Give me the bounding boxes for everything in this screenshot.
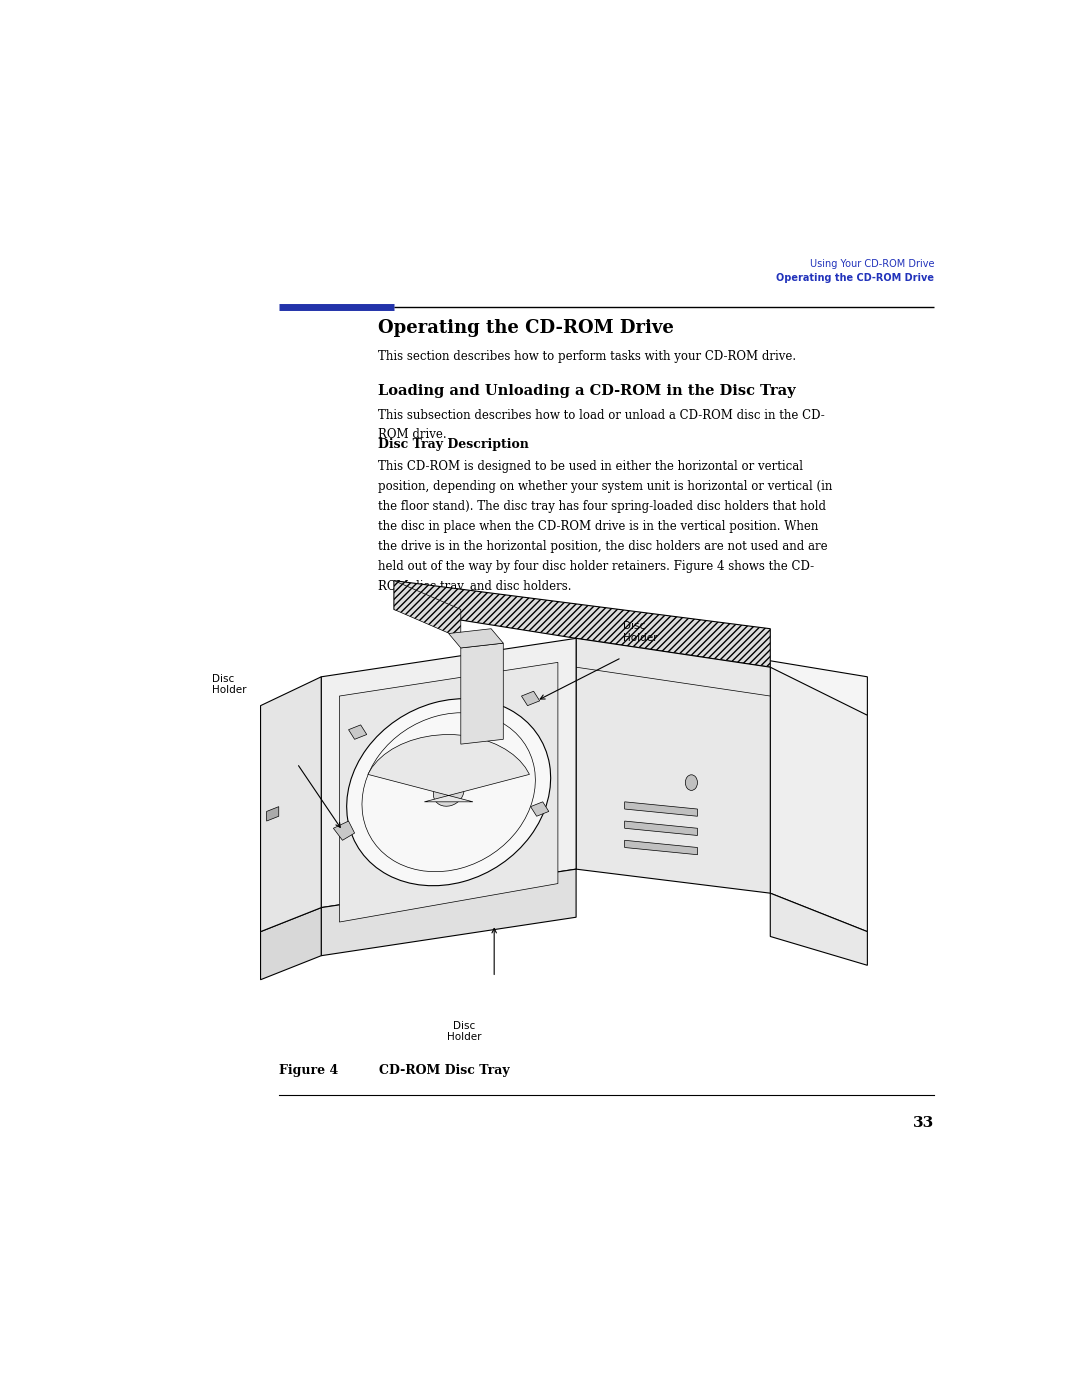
Text: Loading and Unloading a CD-ROM in the Disc Tray: Loading and Unloading a CD-ROM in the Di… (378, 384, 795, 398)
Text: the floor stand). The disc tray has four spring-loaded disc holders that hold: the floor stand). The disc tray has four… (378, 500, 826, 513)
Polygon shape (321, 869, 576, 956)
Polygon shape (530, 802, 549, 816)
Ellipse shape (433, 778, 464, 806)
Polygon shape (260, 676, 321, 932)
Polygon shape (260, 908, 321, 979)
Polygon shape (461, 643, 503, 745)
Polygon shape (368, 735, 529, 802)
Text: the disc in place when the CD-ROM drive is in the vertical position. When: the disc in place when the CD-ROM drive … (378, 520, 819, 532)
Polygon shape (394, 581, 770, 668)
Ellipse shape (347, 698, 551, 886)
Text: position, depending on whether your system unit is horizontal or vertical (in: position, depending on whether your syst… (378, 481, 832, 493)
Text: Using Your CD-ROM Drive: Using Your CD-ROM Drive (810, 258, 934, 268)
Text: Disc Tray Description: Disc Tray Description (378, 437, 528, 451)
Text: This CD-ROM is designed to be used in either the horizontal or vertical: This CD-ROM is designed to be used in ei… (378, 460, 802, 474)
Text: Disc
Holder: Disc Holder (447, 1021, 481, 1042)
Polygon shape (349, 725, 367, 739)
Circle shape (686, 775, 698, 791)
Polygon shape (321, 638, 576, 908)
Polygon shape (522, 692, 540, 705)
Polygon shape (624, 821, 698, 835)
Polygon shape (770, 893, 867, 965)
Text: the drive is in the horizontal position, the disc holders are not used and are: the drive is in the horizontal position,… (378, 539, 827, 553)
Text: Operating the CD-ROM Drive: Operating the CD-ROM Drive (777, 272, 934, 282)
Text: Disc
Holder: Disc Holder (212, 673, 246, 696)
Text: ROM drive.: ROM drive. (378, 429, 446, 441)
Text: Disc
Holder: Disc Holder (623, 622, 658, 643)
Polygon shape (576, 629, 867, 715)
Polygon shape (339, 662, 558, 922)
Polygon shape (624, 802, 698, 816)
Text: Operating the CD-ROM Drive: Operating the CD-ROM Drive (378, 319, 674, 337)
Text: This section describes how to perform tasks with your CD-ROM drive.: This section describes how to perform ta… (378, 351, 796, 363)
Text: CD-ROM Disc Tray: CD-ROM Disc Tray (379, 1063, 510, 1077)
Text: held out of the way by four disc holder retainers. Figure 4 shows the CD-: held out of the way by four disc holder … (378, 560, 814, 573)
Text: This subsection describes how to load or unload a CD-ROM disc in the CD-: This subsection describes how to load or… (378, 408, 824, 422)
Text: Figure 4: Figure 4 (279, 1063, 338, 1077)
Polygon shape (448, 629, 503, 648)
Polygon shape (394, 581, 461, 638)
Polygon shape (770, 668, 867, 932)
Polygon shape (267, 806, 279, 821)
Polygon shape (576, 638, 770, 893)
Text: ROM disc tray, and disc holders.: ROM disc tray, and disc holders. (378, 580, 571, 592)
Text: 33: 33 (913, 1116, 934, 1130)
Polygon shape (624, 840, 698, 855)
Polygon shape (334, 821, 354, 840)
